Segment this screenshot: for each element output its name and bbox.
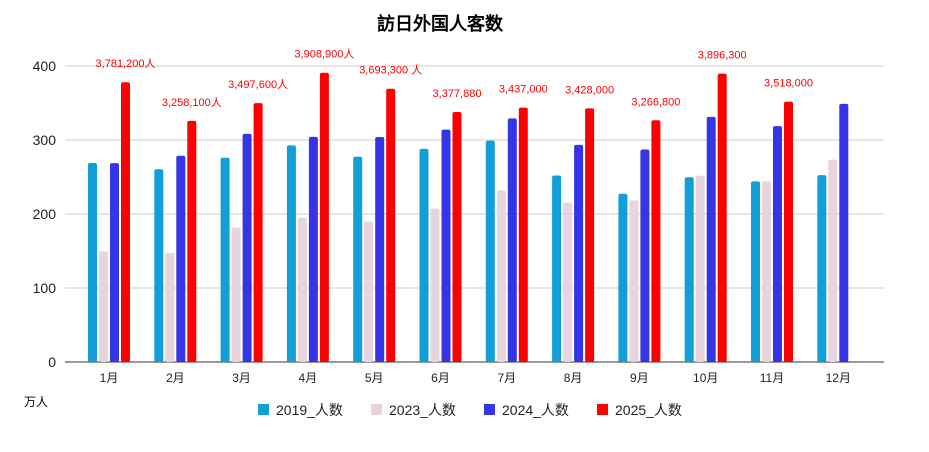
bar-2024_人数 bbox=[110, 163, 119, 362]
bar-2025_人数 bbox=[717, 73, 727, 362]
bar-2019_人数 bbox=[552, 175, 562, 362]
bar-2024_人数 bbox=[176, 155, 186, 362]
bar-2024_人数 bbox=[375, 137, 385, 362]
data-label: 3,896,300 bbox=[698, 50, 747, 62]
y-tick-label: 400 bbox=[33, 58, 57, 74]
bar-2024_人数 bbox=[640, 149, 650, 362]
x-tick-label: 8月 bbox=[564, 371, 583, 385]
bar-2025_人数 bbox=[651, 120, 661, 362]
data-label: 3,781,200人 bbox=[96, 57, 156, 70]
x-tick-label: 4月 bbox=[299, 371, 318, 385]
legend-swatch bbox=[371, 404, 382, 415]
legend-swatch bbox=[597, 404, 608, 415]
data-label: 3,693,300 人 bbox=[359, 64, 422, 77]
data-label: 3,518,000 bbox=[764, 78, 813, 90]
bar-2025_人数 bbox=[585, 108, 595, 362]
bar-2023_人数 bbox=[629, 200, 639, 362]
bar-2023_人数 bbox=[231, 227, 241, 362]
bar-2024_人数 bbox=[574, 144, 584, 362]
bar-2024_人数 bbox=[773, 126, 782, 362]
bar-2023_人数 bbox=[563, 202, 573, 362]
y-tick-label: 100 bbox=[33, 280, 57, 296]
bar-2023_人数 bbox=[828, 159, 838, 362]
bar-2024_人数 bbox=[441, 129, 451, 362]
x-tick-label: 1月 bbox=[100, 371, 119, 385]
bar-2025_人数 bbox=[121, 82, 130, 363]
bar-2019_人数 bbox=[618, 193, 628, 362]
data-label: 3,266,800 bbox=[631, 96, 680, 108]
bar-2019_人数 bbox=[751, 181, 760, 362]
bar-2019_人数 bbox=[485, 140, 495, 362]
x-tick-label: 12月 bbox=[826, 371, 851, 385]
bar-2023_人数 bbox=[99, 251, 108, 362]
bar-2025_人数 bbox=[319, 72, 329, 363]
legend-label: 2024_人数 bbox=[502, 402, 569, 418]
x-tick-label: 11月 bbox=[760, 371, 784, 385]
bar-2019_人数 bbox=[817, 175, 827, 362]
data-label: 3,428,000 bbox=[565, 84, 614, 96]
bar-2023_人数 bbox=[430, 208, 440, 362]
bar-2019_人数 bbox=[154, 169, 164, 362]
bar-2019_人数 bbox=[353, 156, 363, 362]
bar-2023_人数 bbox=[496, 190, 506, 362]
bar-2025_人数 bbox=[187, 120, 197, 362]
bar-2019_人数 bbox=[684, 177, 694, 362]
bar-2023_人数 bbox=[297, 217, 307, 362]
data-label: 3,437,000 bbox=[499, 84, 548, 96]
bar-2019_人数 bbox=[286, 145, 296, 362]
legend-label: 2025_人数 bbox=[615, 402, 682, 418]
legend-swatch bbox=[484, 404, 495, 415]
chart-title: 訪日外国人客数 bbox=[377, 13, 504, 34]
legend-label: 2023_人数 bbox=[389, 402, 456, 418]
bar-2019_人数 bbox=[419, 148, 429, 362]
bar-2025_人数 bbox=[518, 107, 528, 362]
bar-2024_人数 bbox=[242, 133, 252, 362]
y-tick-label: 0 bbox=[48, 354, 56, 370]
x-tick-label: 9月 bbox=[630, 371, 649, 385]
data-label: 3,497,600人 bbox=[228, 78, 288, 91]
bar-2025_人数 bbox=[386, 88, 396, 362]
bar-2023_人数 bbox=[364, 221, 374, 362]
bar-2023_人数 bbox=[165, 252, 175, 362]
x-tick-label: 3月 bbox=[232, 371, 251, 385]
bar-2023_人数 bbox=[695, 175, 705, 362]
bar-2019_人数 bbox=[220, 157, 230, 362]
bar-2024_人数 bbox=[308, 136, 318, 362]
bar-2025_人数 bbox=[253, 103, 263, 362]
y-axis-unit-label: 万人 bbox=[24, 395, 48, 409]
y-tick-label: 300 bbox=[33, 132, 57, 148]
x-tick-label: 2月 bbox=[166, 371, 185, 385]
bar-2023_人数 bbox=[762, 181, 771, 362]
x-tick-label: 6月 bbox=[431, 371, 450, 385]
legend-swatch bbox=[258, 404, 269, 415]
bar-2025_人数 bbox=[452, 112, 462, 362]
x-tick-label: 5月 bbox=[365, 371, 384, 385]
bar-2024_人数 bbox=[839, 103, 849, 363]
x-tick-label: 10月 bbox=[693, 371, 718, 385]
bar-2019_人数 bbox=[88, 163, 97, 362]
y-tick-label: 200 bbox=[33, 206, 57, 222]
bar-2025_人数 bbox=[784, 101, 793, 362]
bar-2024_人数 bbox=[706, 116, 716, 362]
data-label: 3,258,100人 bbox=[162, 96, 222, 109]
x-tick-label: 7月 bbox=[497, 371, 516, 385]
bar-2024_人数 bbox=[507, 118, 517, 362]
data-label: 3,908,900人 bbox=[294, 48, 354, 61]
legend-label: 2019_人数 bbox=[276, 402, 343, 418]
data-label: 3,377,880 bbox=[433, 88, 482, 100]
